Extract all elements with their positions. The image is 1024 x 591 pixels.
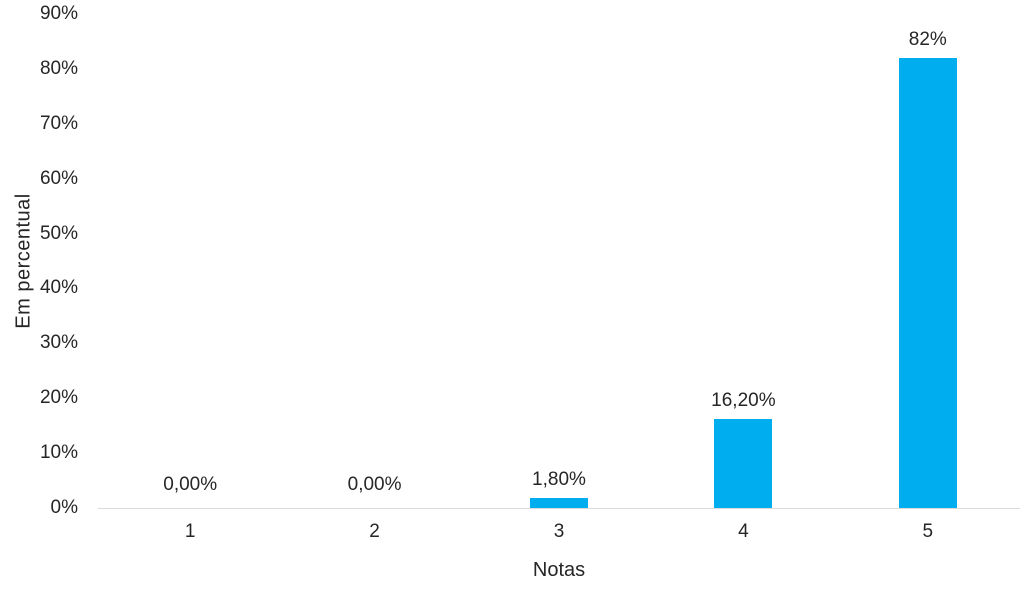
bar-slot: 0,00% [282,14,466,508]
bar-value-label: 0,00% [347,474,402,495]
y-tick-label: 20% [39,387,78,409]
y-axis-tick-labels: 0% 10% 20% 30% 40% 50% 60% 70% 80% 90% [0,3,78,518]
x-axis-tick-labels: 1 2 3 4 5 [98,521,1020,545]
y-tick-label: 50% [39,222,78,244]
y-tick-label: 30% [39,332,78,354]
y-tick-label: 60% [39,167,78,189]
y-tick-label: 0% [50,497,78,518]
bar-value-label: 1,80% [532,469,586,491]
plot-area: 0,00% 0,00% 1,80% 16,20% 82% [98,14,1020,509]
x-tick-label: 3 [553,521,565,542]
x-tick-label: 1 [184,521,196,542]
y-tick-label: 10% [39,442,78,464]
y-tick-label: 80% [39,57,78,79]
bar [714,419,773,508]
bar [898,57,957,508]
x-axis-title: Notas [532,559,586,581]
bar-slot: 0,00% [98,14,282,508]
bar-value-label: 16,20% [711,390,776,412]
y-tick-label: 70% [39,112,78,134]
y-tick-label: 40% [39,277,78,299]
bar-slot: 1,80% [467,14,651,508]
x-tick-label: 2 [369,521,380,542]
bar-slot: 16,20% [651,14,835,508]
x-tick-label: 4 [738,521,749,542]
bar-slot: 82% [836,14,1020,508]
x-tick-label: 5 [922,521,934,542]
bar [529,498,588,508]
y-tick-label: 90% [39,3,78,24]
x-axis-line [98,508,1020,509]
bar-value-label: 82% [908,28,947,50]
bar-value-label: 0,00% [163,474,218,495]
